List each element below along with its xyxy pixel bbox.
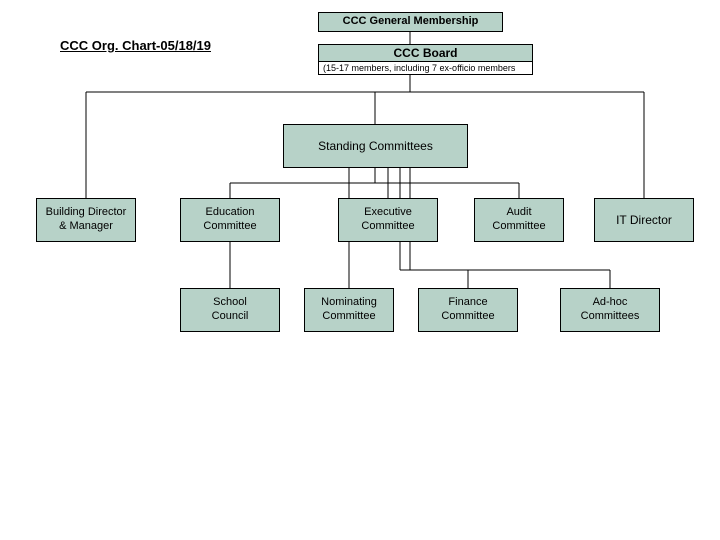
- node-adhoc-label: Ad-hocCommittees: [581, 296, 640, 324]
- node-membership: CCC General Membership: [318, 12, 503, 32]
- node-it-label: IT Director: [616, 213, 672, 228]
- node-audit: AuditCommittee: [474, 198, 564, 242]
- node-membership-label: CCC General Membership: [343, 15, 479, 29]
- page-title: CCC Org. Chart-05/18/19: [60, 38, 211, 53]
- node-executive-label: ExecutiveCommittee: [361, 206, 414, 234]
- node-board-sublabel: (15-17 members, including 7 ex-officio m…: [318, 62, 533, 75]
- node-education-label: EducationCommittee: [203, 206, 256, 234]
- node-standing-label: Standing Committees: [318, 139, 433, 154]
- node-it: IT Director: [594, 198, 694, 242]
- node-board: CCC Board: [318, 44, 533, 62]
- node-school: SchoolCouncil: [180, 288, 280, 332]
- node-school-label: SchoolCouncil: [212, 296, 249, 324]
- node-finance: FinanceCommittee: [418, 288, 518, 332]
- connector-lines: [0, 0, 720, 540]
- node-building: Building Director& Manager: [36, 198, 136, 242]
- node-standing: Standing Committees: [283, 124, 468, 168]
- node-audit-label: AuditCommittee: [492, 206, 545, 234]
- node-nominating: NominatingCommittee: [304, 288, 394, 332]
- node-building-label: Building Director& Manager: [46, 206, 127, 234]
- node-nominating-label: NominatingCommittee: [321, 296, 377, 324]
- node-board-label: CCC Board: [393, 46, 457, 61]
- node-adhoc: Ad-hocCommittees: [560, 288, 660, 332]
- node-finance-label: FinanceCommittee: [441, 296, 494, 324]
- node-education: EducationCommittee: [180, 198, 280, 242]
- node-executive: ExecutiveCommittee: [338, 198, 438, 242]
